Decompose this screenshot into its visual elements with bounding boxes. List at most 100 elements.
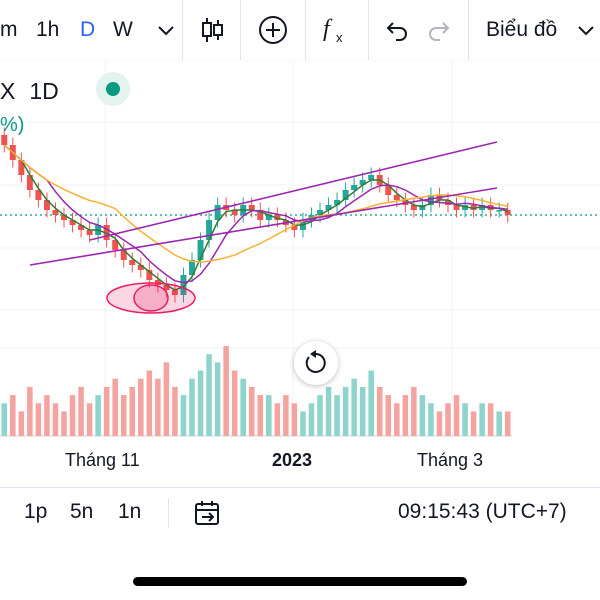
volume-bar (300, 411, 306, 436)
volume-bar (95, 395, 101, 436)
candle-body (69, 220, 76, 225)
candle-body (129, 260, 136, 265)
candle-body (214, 205, 221, 220)
volume-bar (214, 362, 221, 436)
candle-body (231, 210, 238, 215)
volume-bar (385, 395, 392, 436)
price-chart[interactable] (0, 60, 600, 450)
moving-average-line (3, 144, 508, 291)
x-axis-label: Tháng 3 (417, 450, 484, 470)
candle-body (385, 185, 392, 195)
moving-average-line (3, 144, 508, 284)
add-circle-icon[interactable] (257, 14, 289, 46)
volume-bar (163, 362, 170, 436)
candle-body (78, 225, 85, 230)
candle-body (419, 205, 426, 210)
candle-body (120, 250, 127, 260)
volume-bar (129, 386, 136, 436)
candle-body (368, 175, 375, 180)
volume-bar (257, 395, 264, 436)
candle-body (112, 240, 119, 250)
chevron-down-icon[interactable] (570, 14, 600, 46)
volume-bar (155, 378, 161, 436)
candle-body (351, 185, 358, 190)
toolbar-divider (368, 0, 369, 60)
toolbar-divider (182, 0, 183, 60)
volume-bar (18, 411, 25, 436)
volume-bar (436, 411, 443, 436)
candle-body (61, 215, 67, 220)
volume-bar (206, 354, 212, 436)
candle-body (1, 135, 8, 145)
home-indicator (133, 577, 467, 586)
volume-bar (325, 386, 332, 436)
candle-body (274, 215, 281, 220)
highlight-ellipse-inner (133, 284, 169, 312)
candle-body (427, 195, 434, 205)
volume-bar (453, 395, 460, 436)
volume-bar (334, 395, 340, 436)
volume-bar (394, 403, 400, 436)
channel-lower-line (29, 187, 498, 266)
goto-date-icon[interactable] (193, 499, 223, 529)
volume-bar (103, 386, 110, 436)
highlight-ellipse (106, 282, 196, 314)
function-icon[interactable]: f x (320, 14, 352, 46)
candle-body (146, 270, 153, 280)
range-5n[interactable]: 5n (70, 500, 94, 523)
volume-bar (197, 370, 204, 436)
volume-bar (52, 403, 59, 436)
volume-bar (411, 386, 417, 436)
volume-bar (470, 411, 477, 436)
volume-bar (445, 403, 451, 436)
candle-body (257, 210, 264, 220)
candle-body (171, 290, 178, 295)
toolbar-divider (305, 0, 306, 60)
reset-icon (305, 350, 326, 373)
volume-bar (44, 395, 50, 436)
volume-bar (240, 378, 246, 436)
chart-type-dropdown[interactable]: Biểu đồ (486, 18, 558, 41)
candle-body (445, 200, 451, 205)
candle-body (291, 225, 298, 230)
market-status-indicator[interactable] (96, 72, 130, 106)
candle-body (43, 200, 50, 210)
candle-body (35, 190, 42, 200)
reset-chart-button[interactable] (294, 341, 338, 385)
candle-body (453, 205, 460, 210)
volume-bar (496, 411, 502, 436)
candle-body (189, 260, 195, 275)
volume-bar (138, 378, 144, 436)
interval-day[interactable]: D (80, 18, 96, 41)
range-1p[interactable]: 1p (24, 500, 48, 523)
interval-minutes[interactable]: m (0, 18, 18, 41)
volume-bar (342, 386, 349, 436)
volume-bar (479, 403, 485, 436)
candle-body (206, 220, 213, 240)
channel-upper-line (89, 141, 498, 241)
candle-body (504, 210, 511, 215)
candle-body (325, 205, 332, 210)
volume-bar (27, 386, 33, 436)
volume-bar (35, 403, 42, 436)
candlestick-icon[interactable] (196, 14, 228, 46)
chevron-down-icon[interactable] (150, 14, 182, 46)
bottom-divider (0, 487, 600, 488)
interval-1h[interactable]: 1h (36, 18, 60, 41)
undo-icon[interactable] (380, 14, 412, 46)
volume-bar (283, 395, 289, 436)
range-1n[interactable]: 1n (118, 500, 142, 523)
volume-bar (69, 395, 76, 436)
volume-bar (308, 403, 315, 436)
redo-icon[interactable] (424, 14, 456, 46)
x-axis-label: 2023 (272, 450, 313, 470)
interval-week[interactable]: W (113, 18, 133, 41)
candle-body (479, 205, 486, 210)
toolbar-divider (468, 0, 469, 60)
volume-bar (172, 386, 178, 436)
candle-body (137, 265, 144, 270)
candle-body (334, 200, 341, 205)
time-display[interactable]: 09:15:43 (UTC+7) (398, 500, 567, 523)
volume-bar (462, 403, 468, 436)
volume-bar (231, 370, 238, 436)
